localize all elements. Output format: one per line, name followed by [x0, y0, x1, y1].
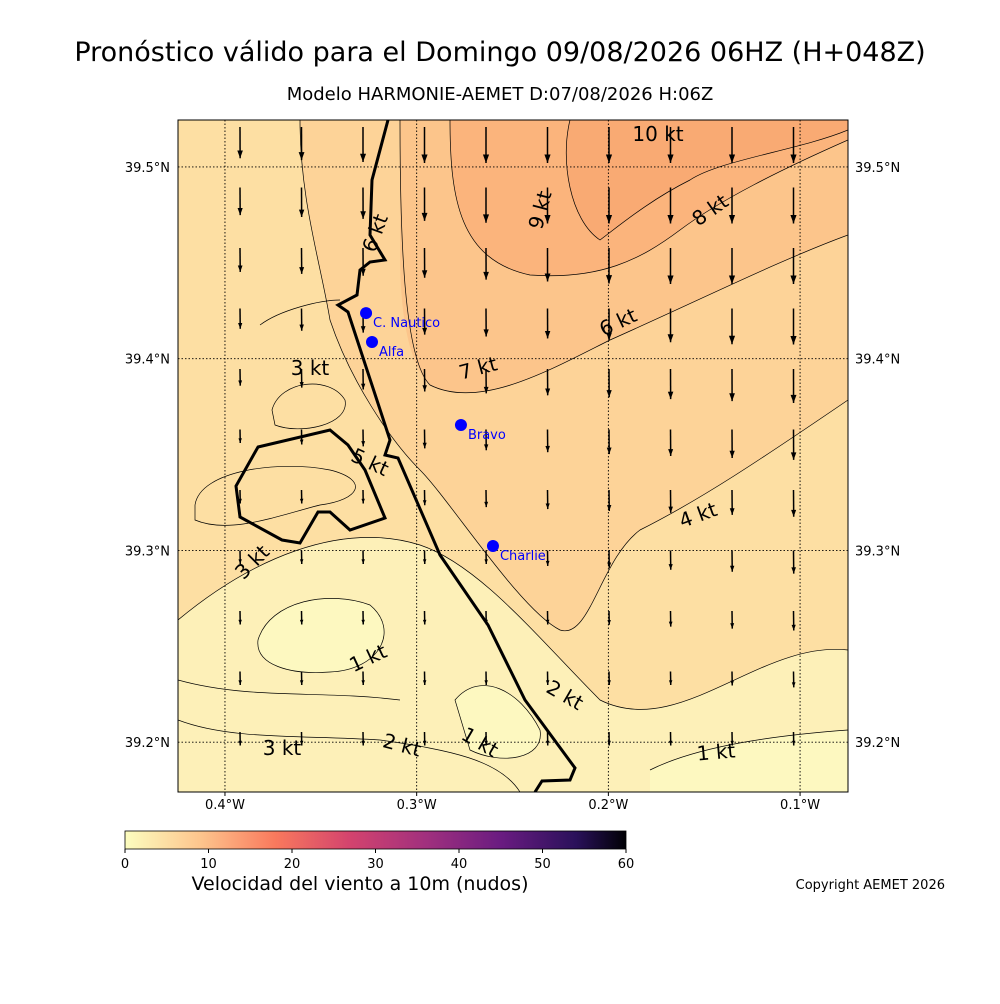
colorbar-tick-label: 60 [618, 857, 635, 872]
y-tick-label-right: 39.5°N [855, 161, 900, 176]
station-marker [487, 540, 499, 552]
contour-label-group: 1 kt [693, 737, 739, 766]
y-tick-label: 39.5°N [125, 161, 170, 176]
contour-label: 3 kt [263, 736, 302, 760]
colorbar-tick-label: 10 [200, 857, 217, 872]
subtitle: Modelo HARMONIE-AEMET D:07/08/2026 H:06Z [287, 84, 714, 105]
station-label: Charlie [500, 549, 546, 564]
colorbar-tick-label: 40 [451, 857, 468, 872]
y-tick-label-right: 39.2°N [855, 736, 900, 751]
station-label: Bravo [468, 428, 506, 443]
x-tick-label: 0.3°W [397, 798, 437, 813]
y-tick-label: 39.2°N [125, 736, 170, 751]
colorbar-tick-label: 0 [121, 857, 129, 872]
copyright: Copyright AEMET 2026 [796, 878, 945, 893]
station-marker [366, 336, 378, 348]
contour-label-group: 3 kt [288, 355, 332, 380]
station-marker [455, 419, 467, 431]
contour-label: 10 kt [632, 122, 683, 146]
contour-label-group: 10 kt [632, 121, 683, 146]
y-tick-label-right: 39.4°N [855, 353, 900, 368]
map-field [178, 120, 848, 792]
contour-label: 3 kt [291, 356, 330, 380]
contour-label-group: 3 kt [260, 735, 304, 760]
station-label: C. Nautico [373, 316, 440, 331]
colorbar-tick-label: 50 [534, 857, 551, 872]
colorbar-tick-label: 30 [367, 857, 384, 872]
colorbar-tick-label: 20 [284, 857, 301, 872]
y-tick-label-right: 39.3°N [855, 544, 900, 559]
x-tick-label: 0.1°W [780, 798, 820, 813]
x-tick-label: 0.4°W [205, 798, 245, 813]
y-tick-label: 39.3°N [125, 544, 170, 559]
contour-label: 1 kt [696, 738, 737, 765]
colorbar [125, 831, 626, 849]
colorbar-label: Velocidad del viento a 10m (nudos) [192, 873, 529, 895]
station-label: Alfa [379, 345, 404, 360]
title: Pronóstico válido para el Domingo 09/08/… [74, 37, 925, 68]
station-marker [360, 307, 372, 319]
x-tick-label: 0.2°W [588, 798, 628, 813]
y-tick-label: 39.4°N [125, 353, 170, 368]
